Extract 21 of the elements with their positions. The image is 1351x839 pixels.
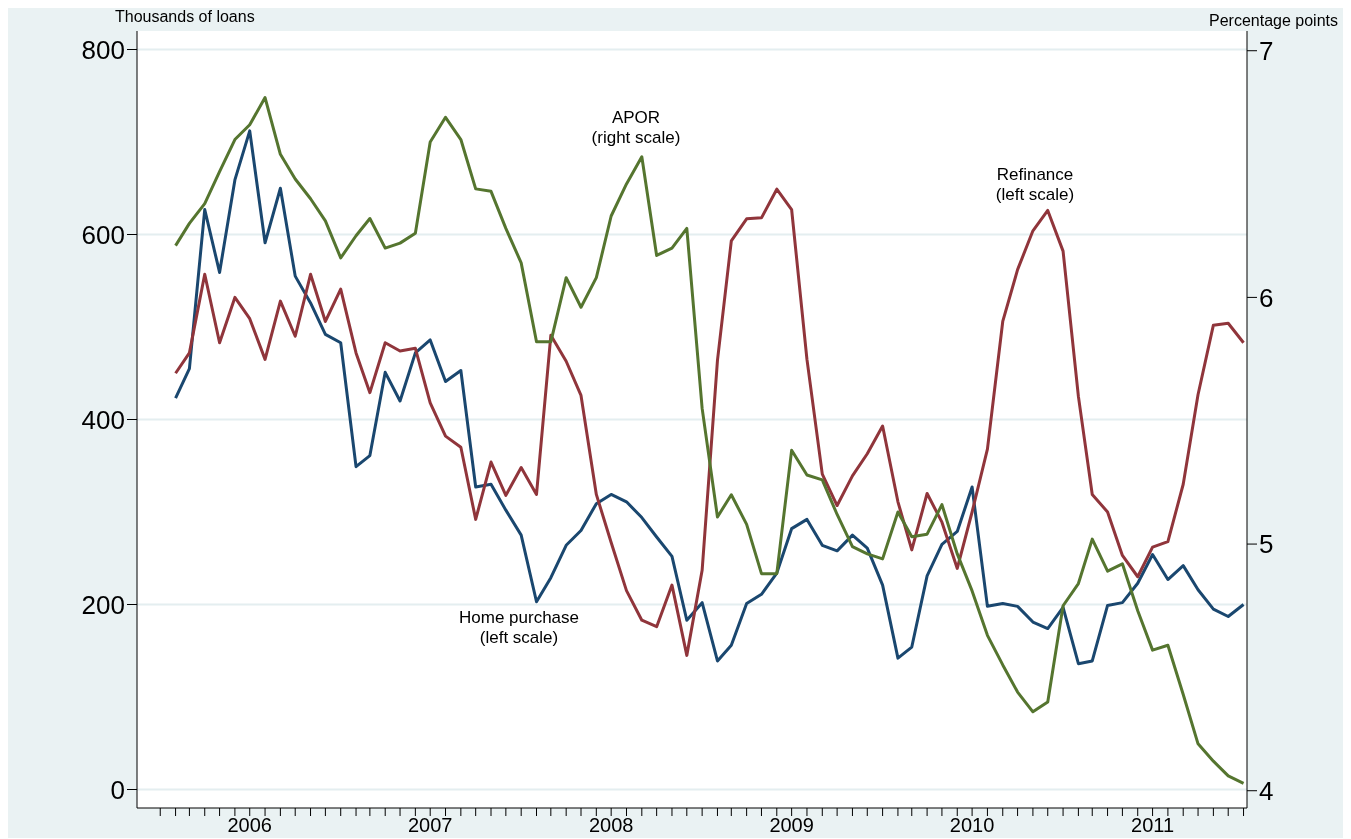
x-tick-label: 2007 xyxy=(407,814,453,837)
y-tick-label: 400 xyxy=(81,404,125,435)
y2-axis-title: Percentage points xyxy=(1209,12,1338,30)
x-tick-label: 2010 xyxy=(949,814,995,837)
annotation: Home purchase (left scale) xyxy=(458,608,580,647)
x-tick-label: 2009 xyxy=(769,814,814,837)
y2-tick-label: 5 xyxy=(1259,529,1274,560)
line-series xyxy=(174,96,1246,785)
x-tick-label: 2006 xyxy=(227,814,272,837)
y-tick-label: 600 xyxy=(81,219,125,250)
y2-tick-label: 6 xyxy=(1259,282,1274,313)
y-tick-label: 200 xyxy=(81,589,125,620)
x-tick-label: 2008 xyxy=(588,814,634,837)
y-tick-label: 800 xyxy=(81,34,125,65)
y2-tick-label: 7 xyxy=(1259,35,1274,66)
annotation: Refinance (left scale) xyxy=(995,165,1075,204)
y-tick-label: 0 xyxy=(110,774,125,805)
annotation: APOR (right scale) xyxy=(591,108,681,147)
x-tick-label: 2011 xyxy=(1131,814,1175,837)
y-axis-title: Thousands of loans xyxy=(115,8,255,26)
y2-tick-label: 4 xyxy=(1259,775,1274,806)
